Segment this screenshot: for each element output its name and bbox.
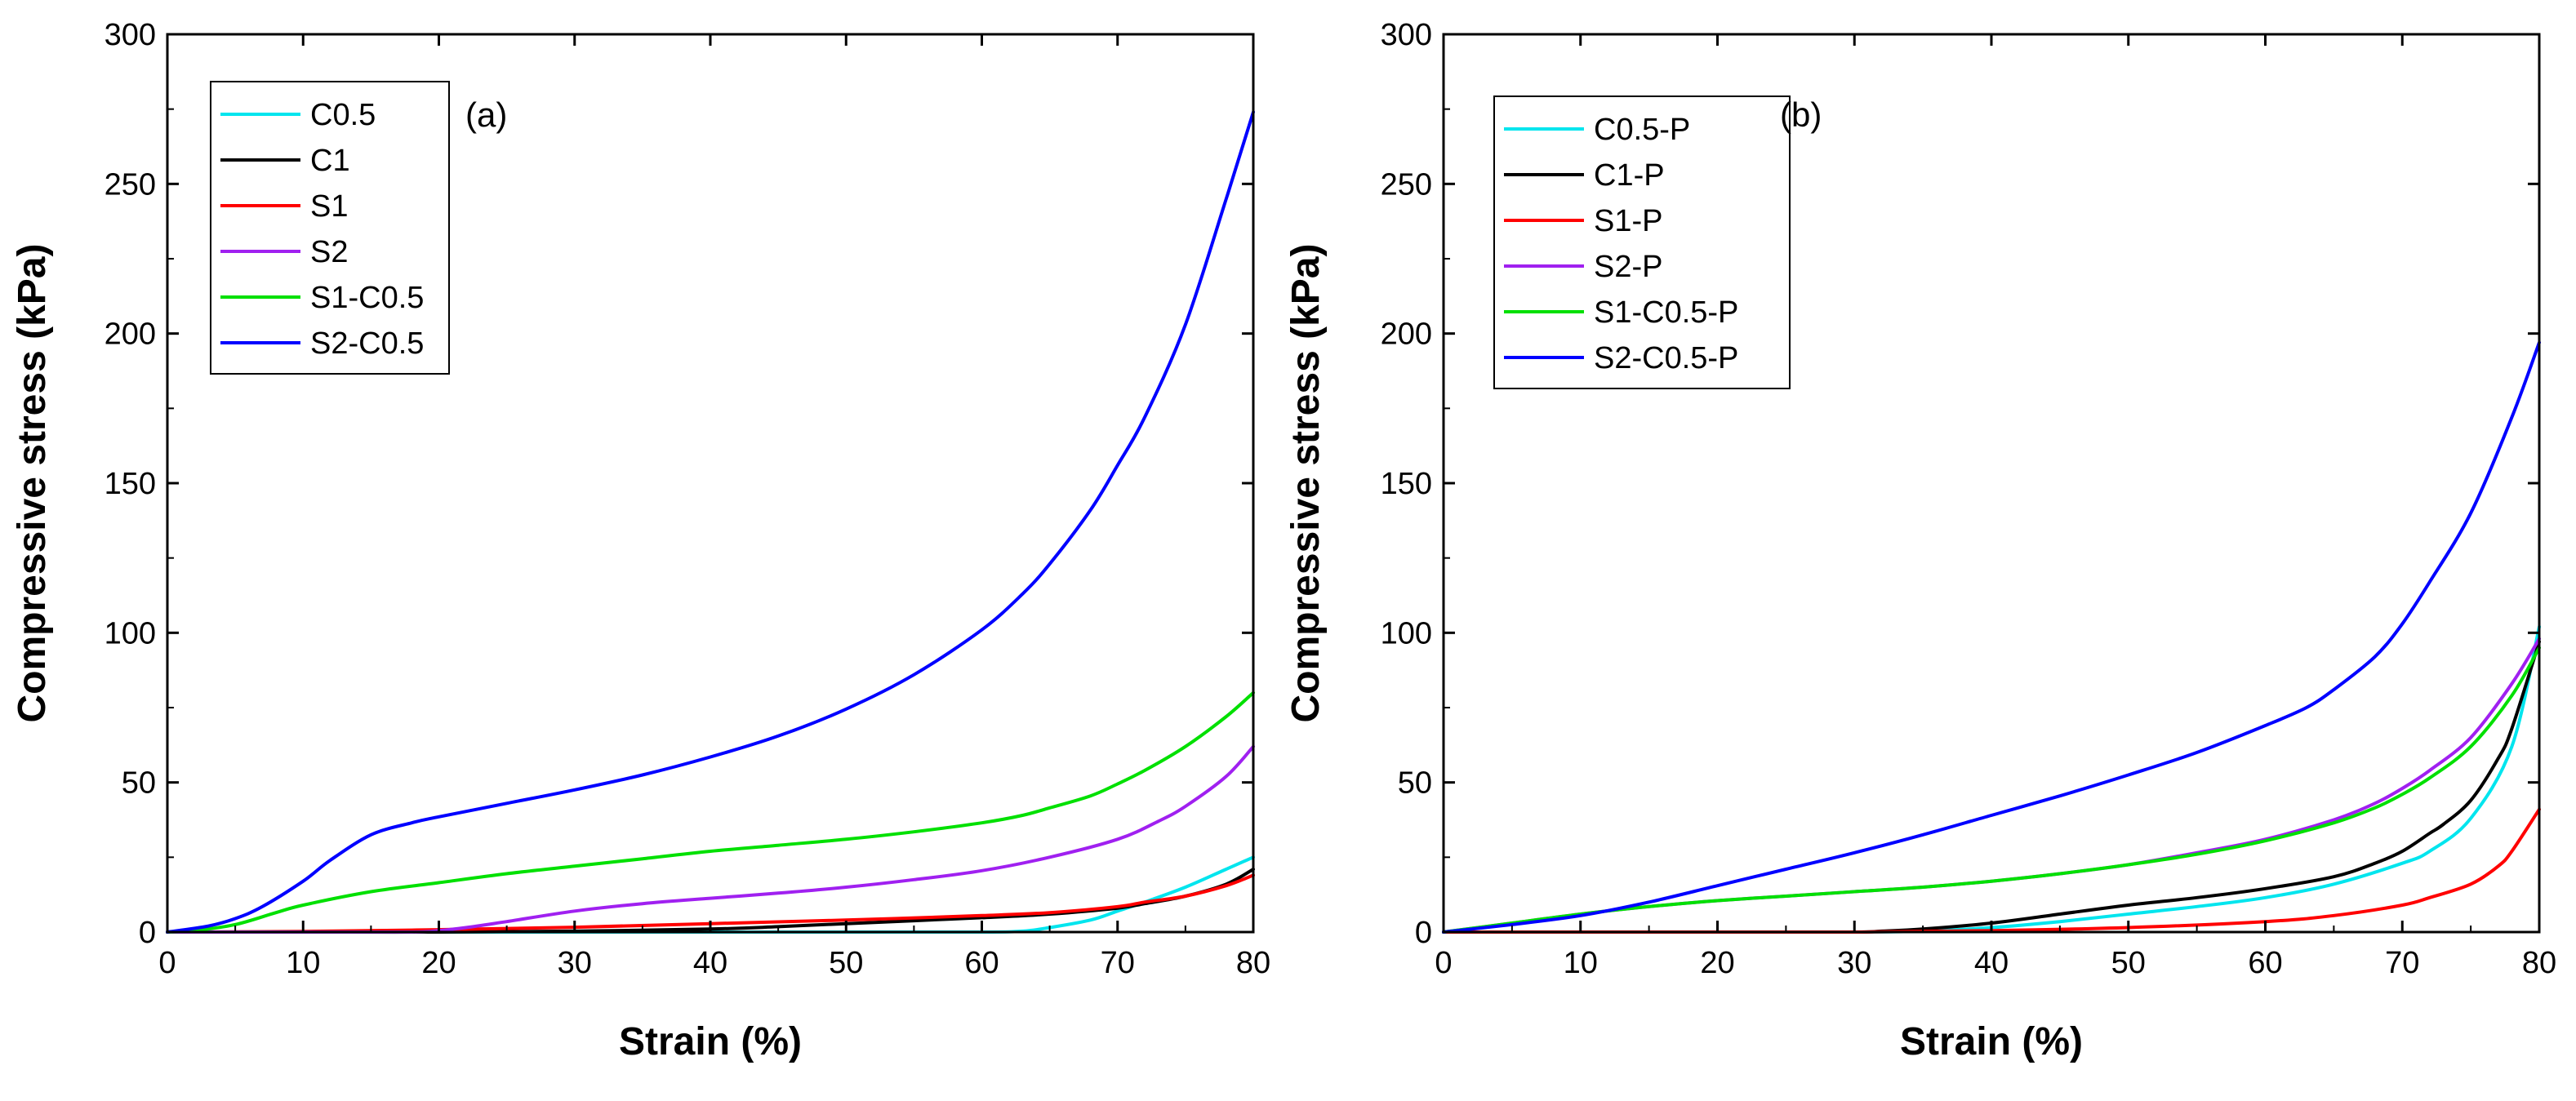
panel-b-x-tick-label: 40 (1974, 946, 2009, 980)
panel-b-legend-label: S2-P (1594, 250, 1662, 284)
panel-b-legend-label: S1-C0.5-P (1594, 295, 1738, 330)
panel-a-series-line-s2-c05 (166, 110, 1255, 934)
panel-b-y-tick-label: 100 (1381, 616, 1432, 650)
panel-b-series-line-s2-p (1442, 637, 2541, 934)
panel-a-chart: 0 10 20 30 40 50 60 70 80 0 50 100 150 200 250 300 Strai… (11, 18, 1270, 1063)
panel-b-legend: C0.5-P C1-P S1-P S2-P S1-C0.5-P S2-C0.5-P (1493, 95, 1791, 389)
panel-b-x-tick-label: 60 (2248, 946, 2282, 980)
panel-a-y-tick-label: 150 (105, 467, 156, 501)
panel-b-series-line-c1-p (1442, 640, 2541, 935)
panel-a-x-tick-label: 80 (1236, 946, 1270, 980)
panel-b-x-tick-label: 50 (2111, 946, 2146, 980)
panel-a-x-tick-label: 20 (421, 946, 456, 980)
panel-b-series-line-s1-c05-p (1442, 646, 2541, 934)
panel-a-y-tick-label: 200 (105, 317, 156, 352)
panel-a-y-tick-label: 0 (139, 916, 156, 950)
panel-a-x-tick-label: 60 (964, 946, 999, 980)
panel-b-panel-label: (b) (1780, 95, 1822, 134)
panel-b-x-tick-label: 70 (2385, 946, 2419, 980)
panel-a-x-tick-label: 10 (286, 946, 320, 980)
panel-b-series-line-c05-p (1442, 625, 2541, 935)
panel-a-y-axis-title: Compressive stress (kPa) (11, 244, 54, 723)
panel-a-y-tick-label: 100 (105, 616, 156, 650)
panel-a-legend: C0.5 C1 S1 S2 S1-C0.5 S2-C0.5 (210, 81, 450, 375)
panel-b-y-tick-label: 50 (1398, 766, 1432, 801)
panel-b-legend-label: C1-P (1594, 158, 1665, 193)
panel-a-y-tick-label: 250 (105, 167, 156, 202)
panel-a-x-axis-title: Strain (%) (619, 1020, 802, 1063)
panel-a-series-line-s1-c05 (166, 690, 1255, 934)
panel-b-series-group (1442, 340, 2541, 935)
panel-b-x-tick-label: 20 (1700, 946, 1734, 980)
panel-b-x-axis-title: Strain (%) (1900, 1020, 2083, 1063)
panel-b-x-tick-label: 80 (2522, 946, 2556, 980)
panel-a-legend-label: S2 (310, 235, 348, 269)
panel-a-panel-label: (a) (465, 95, 507, 134)
panel-b-y-tick-label: 200 (1381, 317, 1432, 352)
panel-a-legend-label: S2-C0.5 (310, 326, 424, 361)
panel-b-y-tick-label: 250 (1381, 167, 1432, 202)
panel-a-x-tick-label: 50 (829, 946, 863, 980)
panel-a-series-line-s2 (166, 744, 1255, 935)
panel-b-y-tick-label: 300 (1381, 18, 1432, 52)
panel-a-y-tick-label: 50 (122, 766, 156, 801)
panel-a-legend-label: C0.5 (310, 98, 376, 132)
panel-b-legend-label: S2-C0.5-P (1594, 341, 1738, 375)
panel-b-x-tick-label: 30 (1837, 946, 1871, 980)
panel-a-legend-box (210, 81, 450, 375)
panel-b-legend-label: S1-P (1594, 204, 1662, 238)
panel-b-series-line-s2-c05-p (1442, 340, 2541, 934)
panel-b-legend-box (1493, 95, 1791, 389)
panel-a-x-tick-label: 40 (693, 946, 727, 980)
panel-a-legend-label: S1-C0.5 (310, 281, 424, 315)
panel-a-x-tick-label: 70 (1101, 946, 1135, 980)
panel-b-y-tick-label: 150 (1381, 467, 1432, 501)
panel-a-x-tick-label: 0 (158, 946, 176, 980)
panel-a-x-tick-label: 30 (558, 946, 592, 980)
panel-b-x-tick-label: 0 (1435, 946, 1452, 980)
panel-a-legend-label: S1 (310, 189, 348, 224)
panel-a-series-line-s1 (166, 873, 1255, 934)
panel-b-legend-label: C0.5-P (1594, 113, 1690, 147)
panel-b-x-tick-label: 10 (1564, 946, 1598, 980)
panel-a-y-tick-label: 300 (105, 18, 156, 52)
panel-b-y-axis-title: Compressive stress (kPa) (1284, 244, 1328, 723)
panel-a-legend-label: C1 (310, 144, 350, 178)
panel-b-chart: 0 10 20 30 40 50 60 70 80 0 50 100 150 200 250 300 Strai… (1284, 18, 2556, 1063)
panel-b-y-tick-label: 0 (1415, 916, 1432, 950)
